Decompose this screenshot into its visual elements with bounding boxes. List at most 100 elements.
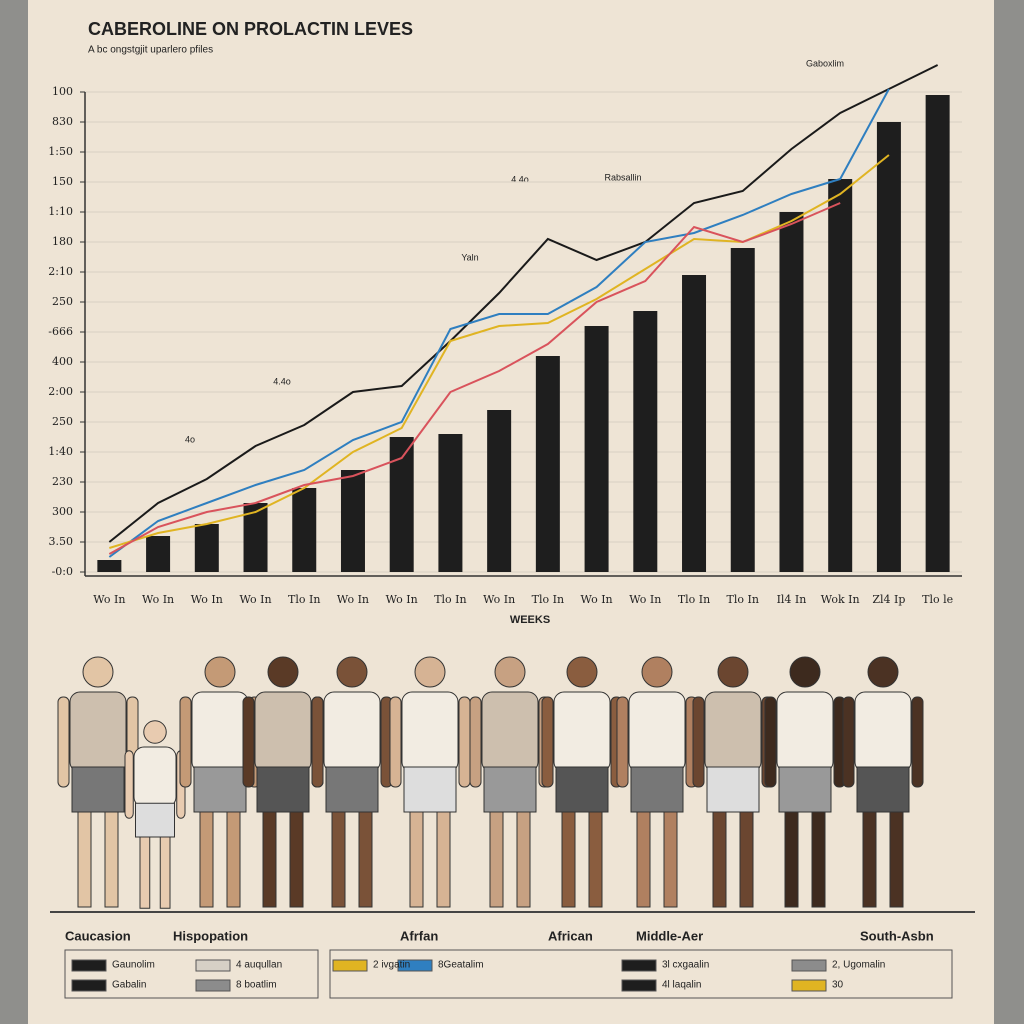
person: [179, 656, 261, 908]
x-tick-label: Wo In: [483, 593, 515, 606]
person-torso: [401, 691, 459, 773]
x-tick-label: Wo In: [93, 593, 125, 606]
person-leg: [811, 811, 826, 908]
person-torso: [628, 691, 686, 773]
bar: [487, 410, 512, 572]
chart-title: CABEROLINE ON PROLACTIN LEVES: [88, 19, 413, 39]
legend-group: Caucasion: [65, 928, 131, 943]
person: [764, 656, 846, 908]
legend-swatch: [195, 979, 231, 992]
y-tick-label: 2:10: [48, 265, 73, 278]
legend-swatch: [791, 959, 827, 972]
bar: [292, 488, 317, 572]
x-tick-label: Wo In: [629, 593, 661, 606]
person-head: [641, 656, 673, 688]
legend-label: 3l cxgaalin: [662, 960, 709, 971]
y-tick-label: -0:0: [52, 565, 73, 578]
person-leg: [358, 811, 373, 908]
x-tick-label: Tlo In: [532, 593, 564, 606]
person-leg: [561, 811, 576, 908]
legend-label: Gaunolim: [112, 960, 155, 971]
annotation: Gaboxlim: [806, 58, 844, 68]
person-shorts: [630, 766, 684, 813]
person-shorts: [403, 766, 457, 813]
bar: [876, 122, 901, 572]
person-arm: [911, 696, 924, 788]
person-head: [414, 656, 446, 688]
x-tick-label: Wo In: [337, 593, 369, 606]
person-shorts: [135, 802, 175, 838]
person: [842, 656, 924, 908]
legend-swatch: [71, 979, 107, 992]
person-leg: [262, 811, 277, 908]
y-tick-label: -666: [48, 325, 73, 338]
legend-swatch: [621, 979, 657, 992]
legend-label: Gabalin: [112, 980, 146, 991]
annotation: 4.4o: [273, 376, 291, 386]
legend-swatch: [621, 959, 657, 972]
x-tick-label: Wo In: [386, 593, 418, 606]
person-head: [867, 656, 899, 688]
person-torso: [254, 691, 312, 773]
x-tick-label: Wo In: [191, 593, 223, 606]
legend-box: [64, 949, 319, 999]
y-tick-label: 1:40: [48, 445, 73, 458]
x-tick-label: Zl4 Ip: [872, 593, 905, 606]
x-tick-label: Wo In: [581, 593, 613, 606]
x-tick-label: Tlo In: [678, 593, 710, 606]
y-tick-label: 1:10: [48, 205, 73, 218]
legend-label: 30: [832, 980, 844, 991]
person-shorts: [71, 766, 125, 813]
person-head: [267, 656, 299, 688]
y-tick-label: 250: [52, 295, 73, 308]
y-tick-label: 150: [52, 175, 73, 188]
bar: [730, 248, 755, 572]
person-leg: [636, 811, 651, 908]
person-torso: [776, 691, 834, 773]
x-tick-label: Wo In: [142, 593, 174, 606]
legend-swatch: [71, 959, 107, 972]
bar: [340, 470, 365, 572]
person-shorts: [555, 766, 609, 813]
person-arm: [179, 696, 192, 788]
person-arm: [469, 696, 482, 788]
bar: [146, 536, 171, 572]
person-leg: [139, 836, 151, 909]
annotation: Rabsallin: [604, 172, 641, 182]
person-head: [143, 720, 167, 744]
person-leg: [739, 811, 754, 908]
legend-group: African: [548, 928, 593, 943]
person-torso: [553, 691, 611, 773]
legend-group: Hispopation: [173, 928, 248, 943]
person-head: [494, 656, 526, 688]
person-head: [82, 656, 114, 688]
person-arm: [242, 696, 255, 788]
y-tick-label: 300: [52, 505, 73, 518]
bar: [535, 356, 560, 572]
person: [692, 656, 774, 908]
person-torso: [323, 691, 381, 773]
person-arm: [764, 696, 777, 788]
person-arm: [692, 696, 705, 788]
bar: [97, 560, 122, 572]
person-leg: [77, 811, 92, 908]
chart-subtitle: A bc ongstgjit uparlero pfiles: [88, 45, 213, 56]
person-shorts: [483, 766, 537, 813]
bar: [438, 434, 463, 572]
legend-group: Middle-Aer: [636, 928, 703, 943]
legend-box: [329, 949, 953, 999]
bar: [633, 311, 658, 572]
y-tick-label: 230: [52, 475, 73, 488]
person-leg: [663, 811, 678, 908]
bar: [779, 212, 804, 572]
person-head: [789, 656, 821, 688]
y-tick-label: 3.50: [49, 535, 74, 548]
bar: [584, 326, 609, 572]
bar: [925, 95, 950, 572]
person-leg: [159, 836, 171, 909]
person: [389, 656, 471, 908]
legend-swatch: [397, 959, 433, 972]
annotation: 4.4o: [511, 174, 529, 184]
